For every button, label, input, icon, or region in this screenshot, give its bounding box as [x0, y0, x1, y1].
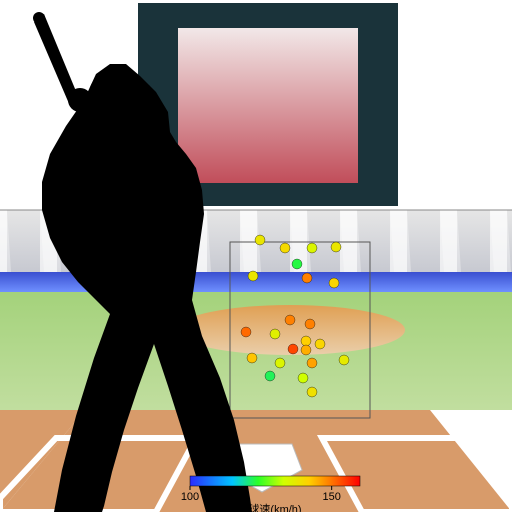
pitch-marker — [315, 339, 325, 349]
pitch-marker — [301, 336, 311, 346]
colorbar-tick-label: 100 — [181, 491, 199, 503]
pitch-marker — [331, 242, 341, 252]
pitch-marker — [265, 371, 275, 381]
pitch-marker — [307, 358, 317, 368]
pitch-marker — [280, 243, 290, 253]
pitch-marker — [298, 373, 308, 383]
pitch-marker — [307, 243, 317, 253]
pitch-marker — [275, 358, 285, 368]
pitch-marker — [307, 387, 317, 397]
pitch-marker — [301, 345, 311, 355]
scoreboard-screen — [178, 28, 358, 183]
pitch-marker — [305, 319, 315, 329]
colorbar-label: 球速(km/h) — [248, 502, 301, 512]
pitch-marker — [329, 278, 339, 288]
pitch-marker — [255, 235, 265, 245]
pitch-marker — [247, 353, 257, 363]
colorbar-tick-label: 150 — [322, 491, 340, 503]
pitch-marker — [248, 271, 258, 281]
pitch-marker — [270, 329, 280, 339]
pitch-marker — [302, 273, 312, 283]
pitch-marker — [288, 344, 298, 354]
pitch-marker — [241, 327, 251, 337]
pitch-marker — [339, 355, 349, 365]
pitch-marker — [292, 259, 302, 269]
pitch-marker — [285, 315, 295, 325]
